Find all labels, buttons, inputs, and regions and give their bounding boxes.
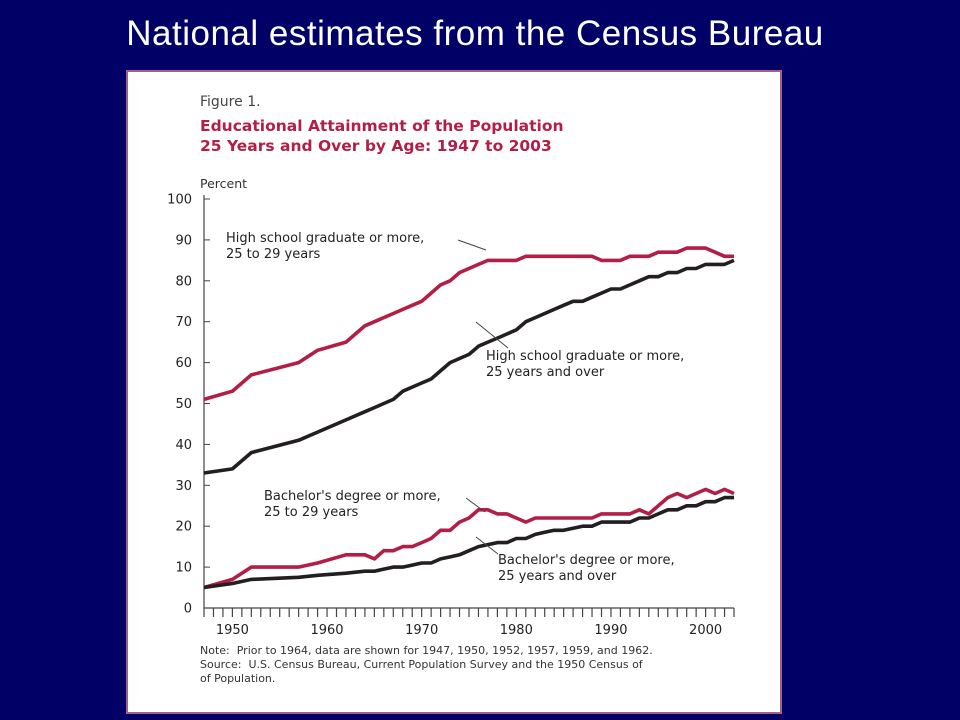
series-label-ba_25_29-line1: Bachelor's degree or more, (264, 489, 441, 504)
y-tick-label: 60 (175, 356, 192, 371)
slide-title: National estimates from the Census Burea… (126, 14, 824, 53)
y-tick-label: 100 (167, 193, 192, 208)
x-tick-label: 1990 (594, 623, 627, 638)
figure-title: Educational Attainment of the Population… (200, 116, 760, 156)
y-axis-unit-label: Percent (200, 176, 248, 191)
figure-panel: Figure 1. Educational Attainment of the … (126, 70, 782, 714)
note-line3: of Population. (200, 672, 276, 685)
note-line1: Note: Prior to 1964, data are shown for … (200, 644, 653, 657)
series-label-ba_25_29-line2: 25 to 29 years (264, 505, 359, 520)
leader-line-ba_25_29 (465, 497, 486, 513)
y-tick-label: 20 (175, 520, 192, 535)
y-tick-label: 10 (175, 561, 192, 576)
figure-title-line2: 25 Years and Over by Age: 1947 to 2003 (200, 137, 552, 155)
series-label-ba_25_over-line1: Bachelor's degree or more, (498, 553, 675, 568)
figure-title-line1: Educational Attainment of the Population (200, 117, 564, 135)
figure-label: Figure 1. (200, 94, 261, 110)
x-tick-label: 2000 (689, 623, 722, 638)
figure-note: Note: Prior to 1964, data are shown for … (200, 644, 770, 686)
note-line2: Source: U.S. Census Bureau, Current Popu… (200, 658, 643, 671)
x-tick-label: 1950 (216, 623, 249, 638)
leader-line-hs_25_29 (457, 239, 487, 251)
y-tick-label: 50 (175, 397, 192, 412)
series-label-hs_25_over-line2: 25 years and over (486, 365, 605, 380)
y-tick-label: 0 (184, 602, 192, 617)
x-tick-label: 1960 (310, 623, 343, 638)
y-tick-label: 30 (175, 479, 192, 494)
series-label-hs_25_29-line1: High school graduate or more, (226, 231, 424, 246)
series-label-hs_25_over-line1: High school graduate or more, (486, 349, 684, 364)
y-tick-label: 40 (175, 438, 192, 453)
x-tick-label: 1980 (500, 623, 533, 638)
leader-line-ba_25_over (475, 536, 499, 555)
leader-line-hs_25_over (475, 321, 509, 349)
y-tick-label: 90 (175, 233, 192, 248)
y-tick-label: 70 (175, 315, 192, 330)
line-chart: 0 10 20 30 40 50 60 70 80 90 100 1950 1960 1970 1980 19… (167, 193, 735, 638)
series-label-hs_25_29-line2: 25 to 29 years (226, 247, 321, 262)
series-label-ba_25_over-line2: 25 years and over (498, 569, 617, 584)
y-tick-label: 80 (175, 274, 192, 289)
series-line-hs_25_29 (203, 246, 734, 402)
x-tick-label: 1970 (405, 623, 438, 638)
series-line-ba_25_29 (203, 487, 735, 590)
series-line-ba_25_over (203, 495, 734, 590)
series-line-hs_25_over (203, 258, 735, 475)
